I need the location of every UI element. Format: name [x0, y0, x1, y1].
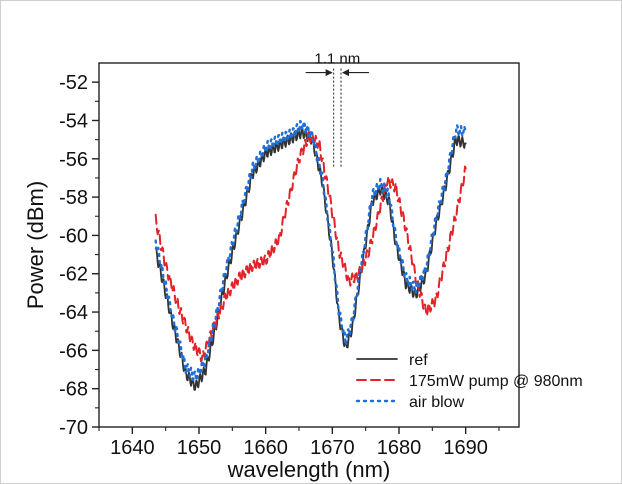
y-tick-label: -54 [59, 110, 88, 132]
legend-label-2: air blow [409, 394, 465, 411]
annotation-arrowhead-right [342, 69, 349, 77]
legend: ref 175mW pump @ 980nm air blow [355, 352, 583, 411]
x-axis-title: wavelength (nm) [227, 457, 391, 482]
series-line-2 [154, 119, 467, 382]
y-tick-label: -52 [59, 72, 88, 94]
x-tick-label: 1680 [377, 437, 422, 459]
y-tick-label: -56 [59, 149, 88, 171]
x-tick-label: 1690 [443, 437, 488, 459]
legend-label-0: ref [409, 352, 428, 369]
legend-label-1: 175mW pump @ 980nm [409, 373, 583, 390]
y-tick-label: -66 [59, 340, 88, 362]
plot-frame [98, 62, 520, 428]
x-tick-label: 1640 [110, 437, 155, 459]
annotation-arrowhead-left [325, 69, 333, 77]
y-axis-title: Power (dBm) [23, 181, 48, 309]
axes: -70 -68 -66 -64 -62 -60 -58 -56 -54 -52 1640 1650 16… [59, 62, 520, 459]
x-tick-label: 1670 [310, 437, 355, 459]
series-layer [154, 119, 467, 391]
series-line-1 [154, 130, 467, 363]
series-line-0 [154, 126, 467, 391]
y-tick-label: -62 [59, 264, 88, 286]
y-tick-label: -58 [59, 187, 88, 209]
y-tick-label: -68 [59, 379, 88, 401]
x-tick-label: 1650 [177, 437, 222, 459]
annotation-layer: 1.1 nm [305, 51, 369, 169]
y-tick-label: -60 [59, 225, 88, 247]
y-tick-label: -64 [59, 302, 88, 324]
annotation-label: 1.1 nm [314, 51, 360, 68]
y-tick-label: -70 [59, 417, 88, 439]
x-tick-label: 1660 [243, 437, 288, 459]
